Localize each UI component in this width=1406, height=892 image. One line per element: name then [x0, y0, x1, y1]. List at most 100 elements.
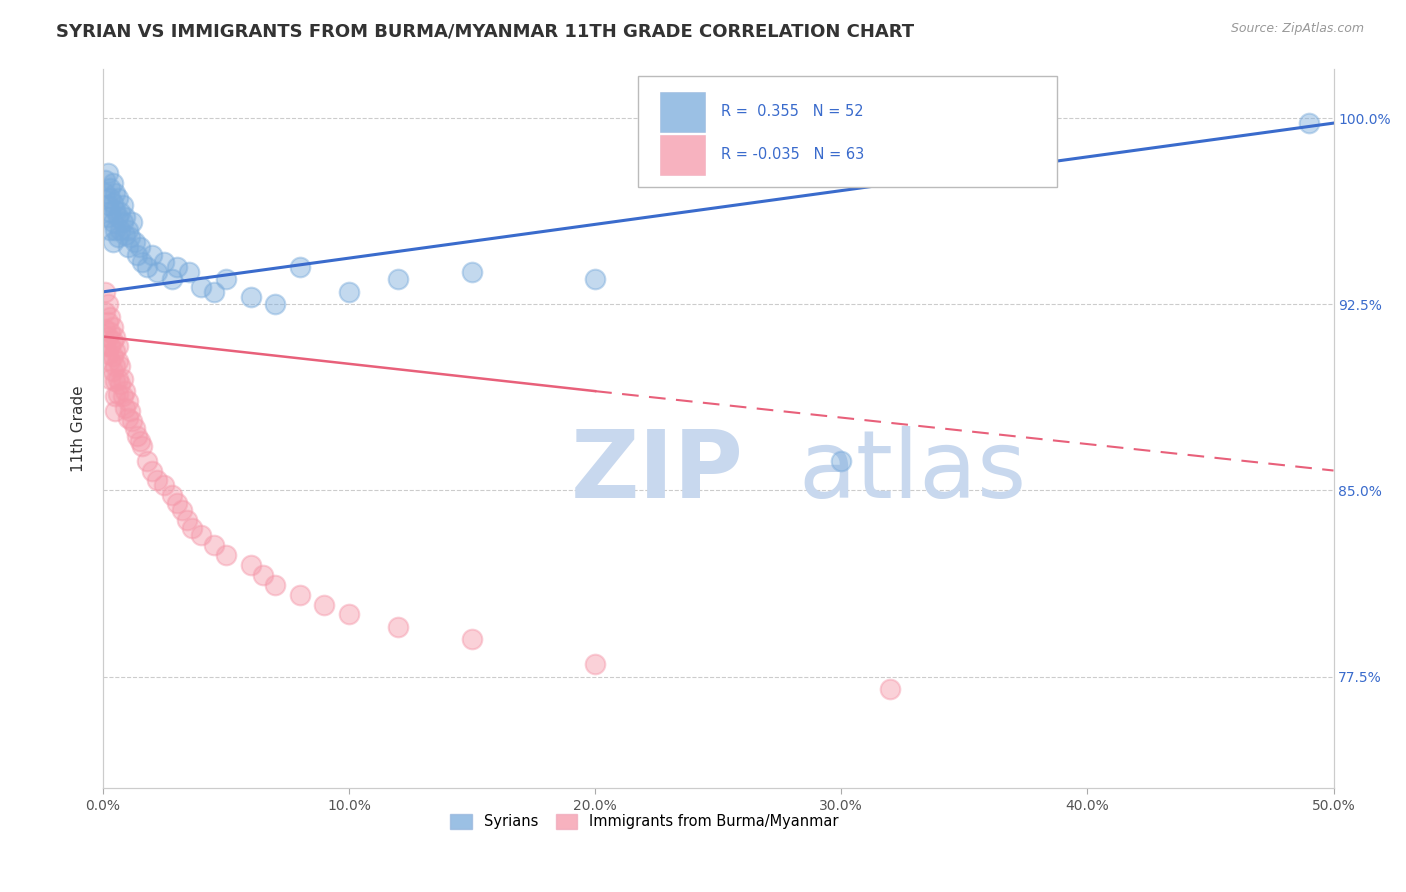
Point [128, 240, 150, 254]
Point [202, 538, 225, 552]
Point [190, 280, 212, 294]
Point [387, 272, 409, 286]
Point [94, 339, 117, 353]
Point [111, 215, 134, 229]
Point [94, 322, 117, 336]
Point [583, 272, 606, 286]
Point [107, 190, 129, 204]
Point [117, 394, 139, 409]
Point [118, 230, 141, 244]
Point [264, 577, 287, 591]
Point [114, 401, 136, 416]
Point [107, 354, 129, 368]
Point [252, 567, 274, 582]
Point [94, 186, 117, 200]
Point [141, 247, 163, 261]
Point [830, 453, 852, 467]
Point [160, 272, 183, 286]
Point [108, 359, 131, 374]
Point [111, 372, 134, 386]
Point [141, 464, 163, 478]
Point [97, 315, 120, 329]
Point [97, 347, 120, 361]
Point [117, 240, 139, 254]
Point [583, 657, 606, 672]
Point [146, 474, 169, 488]
Point [107, 386, 129, 401]
Point [177, 265, 200, 279]
Point [166, 260, 188, 274]
Point [98, 310, 121, 324]
Point [111, 389, 134, 403]
Point [98, 372, 121, 386]
Point [128, 434, 150, 448]
Point [461, 265, 484, 279]
Legend: Syrians, Immigrants from Burma/Myanmar: Syrians, Immigrants from Burma/Myanmar [444, 808, 845, 835]
Point [124, 421, 146, 435]
Point [104, 344, 127, 359]
Point [146, 265, 169, 279]
Point [104, 329, 127, 343]
Point [879, 681, 901, 696]
FancyBboxPatch shape [638, 76, 1057, 187]
Point [104, 186, 127, 200]
Point [387, 620, 409, 634]
Point [98, 339, 121, 353]
Point [160, 488, 183, 502]
Point [337, 285, 360, 299]
Point [94, 173, 117, 187]
Y-axis label: 11th Grade: 11th Grade [72, 385, 86, 472]
Point [170, 503, 193, 517]
Point [98, 354, 121, 368]
Point [104, 359, 127, 374]
Point [239, 290, 262, 304]
Text: ZIP: ZIP [571, 425, 744, 517]
FancyBboxPatch shape [661, 92, 704, 132]
Point [97, 211, 120, 225]
Point [107, 230, 129, 244]
Point [97, 297, 120, 311]
Point [1298, 116, 1320, 130]
Point [108, 205, 131, 219]
Point [101, 176, 124, 190]
Point [104, 223, 127, 237]
Point [108, 223, 131, 237]
Point [121, 414, 143, 428]
Point [94, 285, 117, 299]
Point [104, 202, 127, 217]
Point [121, 215, 143, 229]
Point [98, 325, 121, 339]
Point [101, 319, 124, 334]
Point [107, 372, 129, 386]
Point [114, 227, 136, 242]
Point [117, 223, 139, 237]
Point [153, 255, 176, 269]
Point [127, 429, 149, 443]
Point [98, 190, 121, 204]
Point [114, 211, 136, 225]
Point [131, 439, 153, 453]
Point [314, 598, 336, 612]
Point [288, 260, 311, 274]
Text: Source: ZipAtlas.com: Source: ZipAtlas.com [1230, 22, 1364, 36]
FancyBboxPatch shape [661, 135, 704, 175]
Point [190, 528, 212, 542]
Point [288, 588, 311, 602]
Point [176, 513, 198, 527]
Point [97, 198, 120, 212]
Point [97, 329, 120, 343]
Point [166, 496, 188, 510]
Text: SYRIAN VS IMMIGRANTS FROM BURMA/MYANMAR 11TH GRADE CORRELATION CHART: SYRIAN VS IMMIGRANTS FROM BURMA/MYANMAR … [56, 22, 914, 40]
Point [127, 247, 149, 261]
Point [101, 334, 124, 349]
Point [107, 339, 129, 353]
Point [101, 364, 124, 378]
Point [239, 558, 262, 572]
Point [104, 389, 127, 403]
Point [461, 632, 484, 647]
Point [104, 404, 127, 418]
Point [215, 548, 238, 562]
Point [101, 350, 124, 364]
Point [118, 404, 141, 418]
Point [101, 235, 124, 250]
